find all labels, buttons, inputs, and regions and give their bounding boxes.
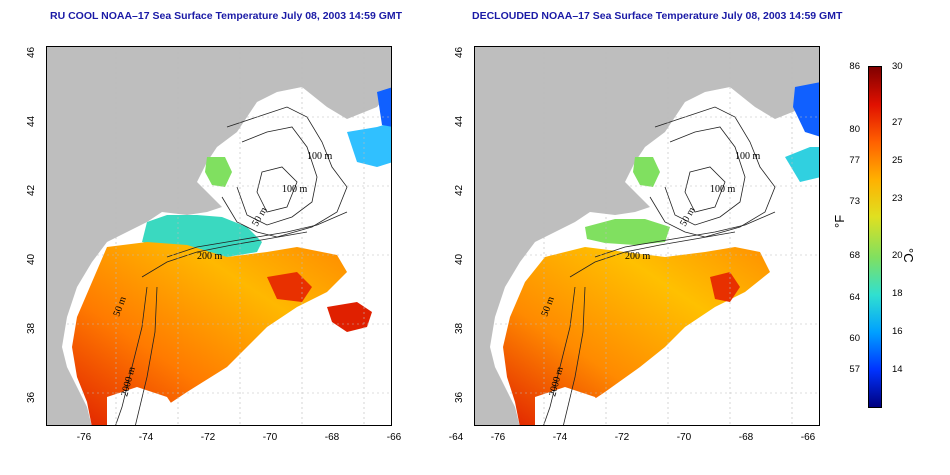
f-tick: 73 [849, 196, 860, 207]
land-mass [47, 47, 391, 425]
f-tick: 77 [849, 155, 860, 166]
x-tick: -76 [490, 432, 506, 443]
contour-label-100m-b: 100 m [710, 184, 736, 195]
x-tick: -74 [138, 432, 154, 443]
c-tick: 23 [892, 193, 903, 204]
right-map-panel: 100 m 100 m 50 m 200 m 50 m 2000 m [474, 46, 820, 426]
left-map-panel: 100 m 100 m 50 m 200 m 50 m 2000 m [46, 46, 392, 426]
f-tick: 57 [849, 364, 860, 375]
x-tick: -66 [386, 432, 402, 443]
y-tick: 38 [26, 322, 37, 334]
y-tick: 46 [454, 46, 465, 58]
y-tick: 40 [26, 253, 37, 265]
contour-label-100m-b: 100 m [282, 184, 308, 195]
x-tick: -68 [324, 432, 340, 443]
y-tick: 38 [454, 322, 465, 334]
y-tick: 44 [454, 115, 465, 127]
y-tick: 44 [26, 115, 37, 127]
celsius-unit-label: °C [901, 248, 916, 263]
c-tick: 30 [892, 61, 903, 72]
c-tick: 16 [892, 326, 903, 337]
x-tick: -72 [200, 432, 216, 443]
x-tick: -64 [448, 432, 464, 443]
x-tick: -70 [262, 432, 278, 443]
graticule [47, 47, 391, 425]
y-tick: 42 [26, 184, 37, 196]
f-tick: 68 [849, 250, 860, 261]
left-panel-title: RU COOL NOAA–17 Sea Surface Temperature … [50, 10, 403, 22]
contour-label-100m-a: 100 m [307, 151, 333, 162]
y-tick: 46 [26, 46, 37, 58]
fahrenheit-unit-label: °F [832, 214, 847, 228]
y-tick: 36 [26, 391, 37, 403]
x-tick: -66 [800, 432, 816, 443]
c-tick: 20 [892, 250, 903, 261]
x-tick: -70 [676, 432, 692, 443]
contour-label-200m: 200 m [197, 251, 223, 262]
y-tick: 40 [454, 253, 465, 265]
f-tick: 80 [849, 124, 860, 135]
right-sst-map: 100 m 100 m 50 m 200 m 50 m 2000 m [475, 47, 819, 425]
c-tick: 14 [892, 364, 903, 375]
c-tick: 18 [892, 288, 903, 299]
temperature-colorbar [868, 66, 882, 408]
f-tick: 60 [849, 333, 860, 344]
y-tick: 42 [454, 184, 465, 196]
right-panel-title: DECLOUDED NOAA–17 Sea Surface Temperatur… [472, 10, 843, 22]
c-tick: 27 [892, 117, 903, 128]
left-sst-map: 100 m 100 m 50 m 200 m 50 m 2000 m [47, 47, 391, 425]
x-tick: -72 [614, 432, 630, 443]
y-tick: 36 [454, 391, 465, 403]
f-tick: 64 [849, 292, 860, 303]
bathymetry-contours [115, 106, 348, 425]
x-tick: -76 [76, 432, 92, 443]
contour-label-100m-a: 100 m [735, 151, 761, 162]
f-tick: 86 [849, 61, 860, 72]
x-tick: -68 [738, 432, 754, 443]
c-tick: 25 [892, 155, 903, 166]
x-tick: -74 [552, 432, 568, 443]
contour-label-200m: 200 m [625, 251, 651, 262]
